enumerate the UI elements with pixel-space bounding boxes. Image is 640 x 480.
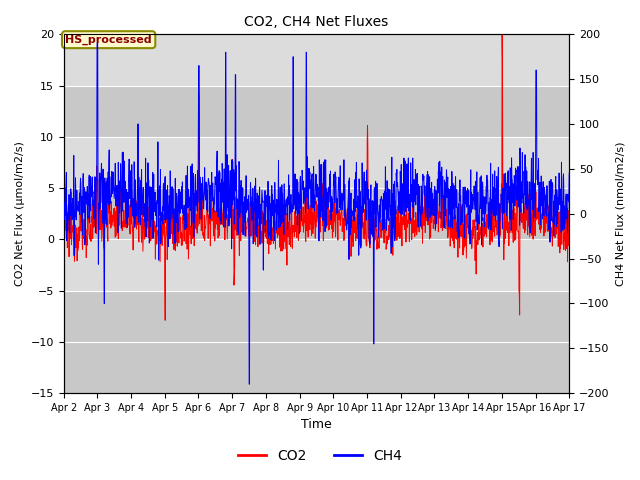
- Bar: [63, 290, 569, 342]
- Bar: [63, 137, 569, 188]
- Y-axis label: CH4 Net Flux (nmol/m2/s): CH4 Net Flux (nmol/m2/s): [615, 142, 625, 286]
- Y-axis label: CO2 Net Flux (μmol/m2/s): CO2 Net Flux (μmol/m2/s): [15, 141, 25, 286]
- Bar: [63, 188, 569, 240]
- Legend: CO2, CH4: CO2, CH4: [232, 443, 408, 468]
- Bar: [63, 35, 569, 85]
- Title: CO2, CH4 Net Fluxes: CO2, CH4 Net Fluxes: [244, 15, 388, 29]
- Bar: [63, 85, 569, 137]
- Bar: [63, 342, 569, 393]
- Text: HS_processed: HS_processed: [65, 35, 152, 45]
- Bar: [63, 240, 569, 290]
- X-axis label: Time: Time: [301, 419, 332, 432]
